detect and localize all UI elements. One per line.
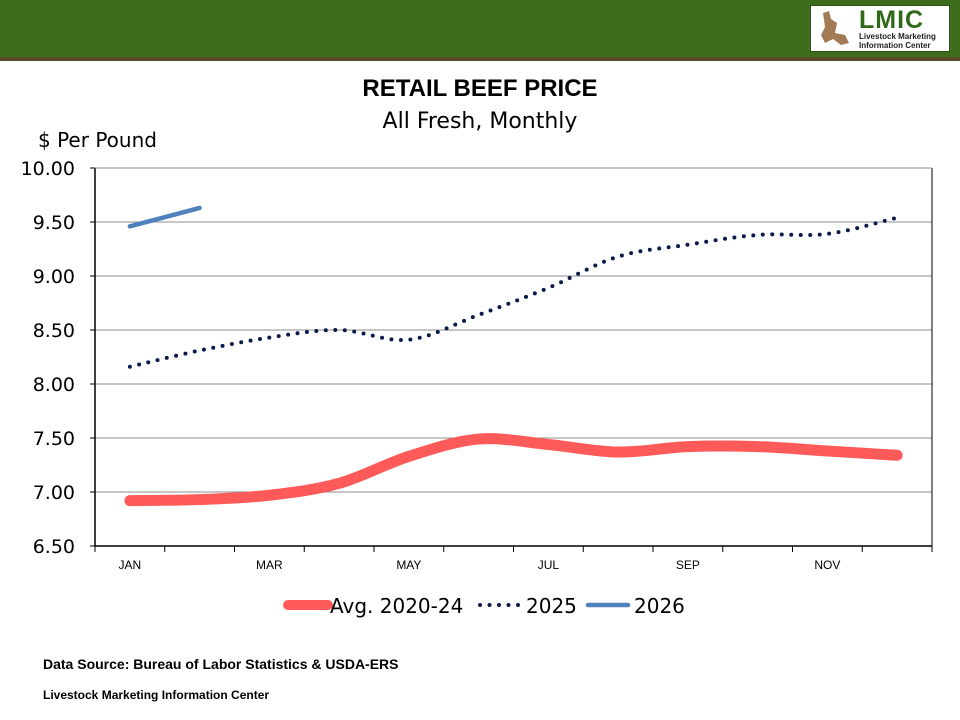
header-band bbox=[0, 0, 960, 57]
cowboy-icon bbox=[821, 11, 849, 45]
legend-label: Avg. 2020-24 bbox=[330, 594, 463, 618]
y-tick-label: 7.50 bbox=[33, 428, 75, 450]
x-tick-label: SEP bbox=[676, 558, 700, 572]
y-tick-label: 6.50 bbox=[33, 536, 75, 558]
data-source: Data Source: Bureau of Labor Statistics … bbox=[43, 656, 399, 672]
legend-label: 2025 bbox=[526, 594, 577, 618]
series-line-2026 bbox=[127, 205, 202, 229]
y-tick-label: 9.00 bbox=[33, 266, 75, 288]
series-line-avg-2020-24 bbox=[124, 433, 903, 507]
series-line-2025 bbox=[127, 215, 900, 369]
legend-label: 2026 bbox=[634, 594, 685, 618]
x-tick-label: MAY bbox=[396, 558, 421, 572]
y-tick-label: 8.00 bbox=[33, 374, 75, 396]
y-axis-label: $ Per Pound bbox=[38, 128, 157, 152]
logo-subtitle: Livestock Marketing Information Center bbox=[859, 32, 936, 50]
x-tick-label: JUL bbox=[538, 558, 560, 572]
y-tick-label: 7.00 bbox=[33, 482, 75, 504]
y-tick-label: 10.00 bbox=[21, 158, 75, 180]
chart-title: RETAIL BEEF PRICE bbox=[362, 75, 598, 102]
organization: Livestock Marketing Information Center bbox=[43, 688, 270, 702]
logo-text: LMIC bbox=[859, 6, 925, 34]
header-divider bbox=[0, 57, 960, 61]
y-tick-label: 8.50 bbox=[33, 320, 75, 342]
lmic-logo: LMIC Livestock Marketing Information Cen… bbox=[810, 5, 950, 52]
x-tick-label: NOV bbox=[814, 558, 840, 572]
chart-subtitle: All Fresh, Monthly bbox=[382, 109, 578, 134]
y-tick-label: 9.50 bbox=[33, 212, 75, 234]
x-tick-label: JAN bbox=[119, 558, 142, 572]
x-tick-label: MAR bbox=[256, 558, 283, 572]
